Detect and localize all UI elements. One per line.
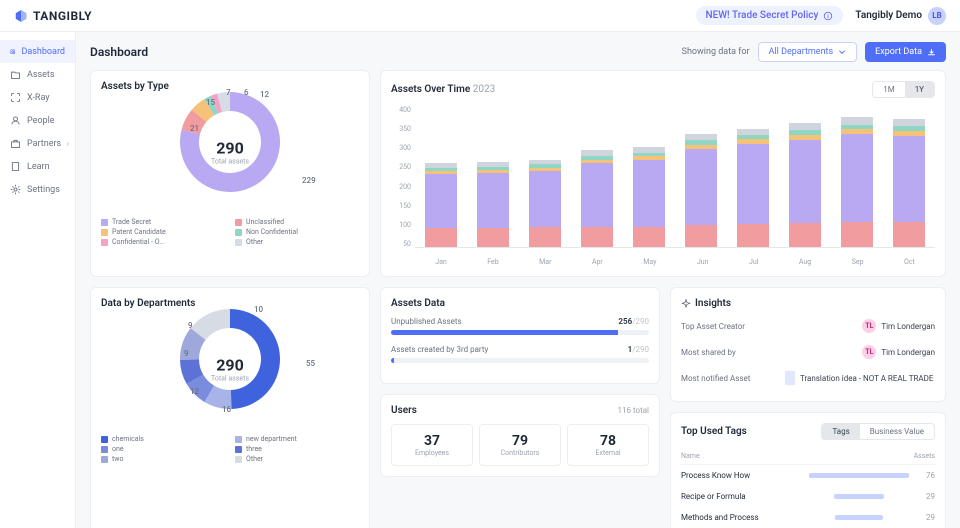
- insights-card: Insights Top Asset CreatorTLTim Londerga…: [670, 287, 946, 402]
- user-stat: 37Employees: [391, 424, 473, 466]
- book-icon: [10, 161, 21, 172]
- legend-item: new department: [235, 435, 359, 443]
- main: Dashboard Showing data for All Departmen…: [76, 32, 960, 528]
- data-by-departments-card: Data by Departments 290Total assets55109…: [90, 287, 370, 528]
- time-toggle[interactable]: 1M1Y: [872, 81, 935, 98]
- legend-item: three: [235, 445, 359, 453]
- card-title: Assets Over Time 2023: [391, 84, 495, 95]
- tags-toggle[interactable]: TagsBusiness Value: [821, 423, 935, 440]
- insight-row: Top Asset CreatorTLTim Londergan: [681, 313, 935, 339]
- legend-item: Patent Candidate: [101, 228, 225, 236]
- topbar: TANGIBLY NEW! Trade Secret Policy Tangib…: [0, 0, 960, 32]
- card-title: Data by Departments: [101, 298, 359, 309]
- info-icon: [823, 11, 833, 21]
- legend-item: Trade Secret: [101, 218, 225, 226]
- tag-row: Methods and Process29: [681, 507, 935, 528]
- sidebar: DashboardAssetsX-RayPeoplePartners›Learn…: [0, 32, 76, 528]
- brand-text: TANGIBLY: [33, 9, 92, 23]
- card-title: Assets Data: [391, 298, 649, 309]
- promo-text: NEW! Trade Secret Policy: [706, 10, 819, 21]
- tag-row: Process Know How76: [681, 465, 935, 486]
- nav-partners[interactable]: Partners›: [0, 132, 75, 155]
- nav-settings[interactable]: Settings: [0, 178, 75, 201]
- showing-for-label: Showing data for: [682, 47, 750, 57]
- users-card: Users 116 total 37Employees79Contributor…: [380, 394, 660, 477]
- gear-icon: [10, 184, 21, 195]
- card-title: Users: [391, 405, 417, 416]
- top-used-tags-card: Top Used Tags TagsBusiness Value NameAss…: [670, 412, 946, 528]
- legend-item: chemicals: [101, 435, 225, 443]
- nav-learn[interactable]: Learn: [0, 155, 75, 178]
- legend-item: Other: [235, 455, 359, 463]
- sparkle-icon: [681, 299, 691, 309]
- scan-icon: [10, 92, 21, 103]
- bar-chart: 40035030025020015010050JanFebMarAprMayJu…: [391, 106, 935, 266]
- user-stat: 78External: [567, 424, 649, 466]
- department-select[interactable]: All Departments: [758, 42, 858, 62]
- progress-row: Unpublished Assets256/290: [391, 317, 649, 335]
- user-stat: 79Contributors: [479, 424, 561, 466]
- logo[interactable]: TANGIBLY: [14, 9, 92, 23]
- chevron-right-icon: ›: [67, 139, 69, 148]
- export-button[interactable]: Export Data: [865, 42, 946, 62]
- legend-item: Non Confidential: [235, 228, 359, 236]
- download-icon: [927, 48, 936, 57]
- nav-assets[interactable]: Assets: [0, 63, 75, 86]
- export-label: Export Data: [875, 47, 922, 57]
- promo-pill[interactable]: NEW! Trade Secret Policy: [696, 6, 844, 25]
- assets-over-time-card: Assets Over Time 2023 1M1Y 4003503002502…: [380, 70, 946, 277]
- briefcase-icon: [10, 138, 21, 149]
- legend-item: one: [101, 445, 225, 453]
- card-title: Insights: [681, 298, 935, 309]
- grid-icon: [10, 46, 15, 57]
- page-title: Dashboard: [90, 45, 148, 59]
- legend-item: Unclassified: [235, 218, 359, 226]
- user-icon: [10, 115, 21, 126]
- folder-icon: [10, 69, 21, 80]
- assets-data-card: Assets Data Unpublished Assets256/290 Ass…: [380, 287, 660, 384]
- user-menu[interactable]: Tangibly Demo LB: [855, 7, 946, 25]
- logo-icon: [14, 9, 28, 23]
- legend-item: Confidential - O...: [101, 238, 225, 246]
- legend-item: Other: [235, 238, 359, 246]
- users-total: 116 total: [618, 406, 650, 415]
- tag-row: Recipe or Formula29: [681, 486, 935, 507]
- insight-row: Most notified AssetTranslation idea - NO…: [681, 365, 935, 391]
- progress-row: Assets created by 3rd party1/290: [391, 345, 649, 363]
- chevron-down-icon: [838, 48, 846, 56]
- nav-x-ray[interactable]: X-Ray: [0, 86, 75, 109]
- avatar: LB: [928, 7, 946, 25]
- insight-row: Most shared byTLTim Londergan: [681, 339, 935, 365]
- assets-by-type-card: Assets by Type 290Total assets2292115761…: [90, 70, 370, 277]
- user-name: Tangibly Demo: [855, 10, 922, 21]
- card-title: Top Used Tags: [681, 426, 747, 437]
- nav-dashboard[interactable]: Dashboard: [0, 40, 75, 63]
- legend-item: two: [101, 455, 225, 463]
- nav-people[interactable]: People: [0, 109, 75, 132]
- dept-label: All Departments: [769, 47, 834, 57]
